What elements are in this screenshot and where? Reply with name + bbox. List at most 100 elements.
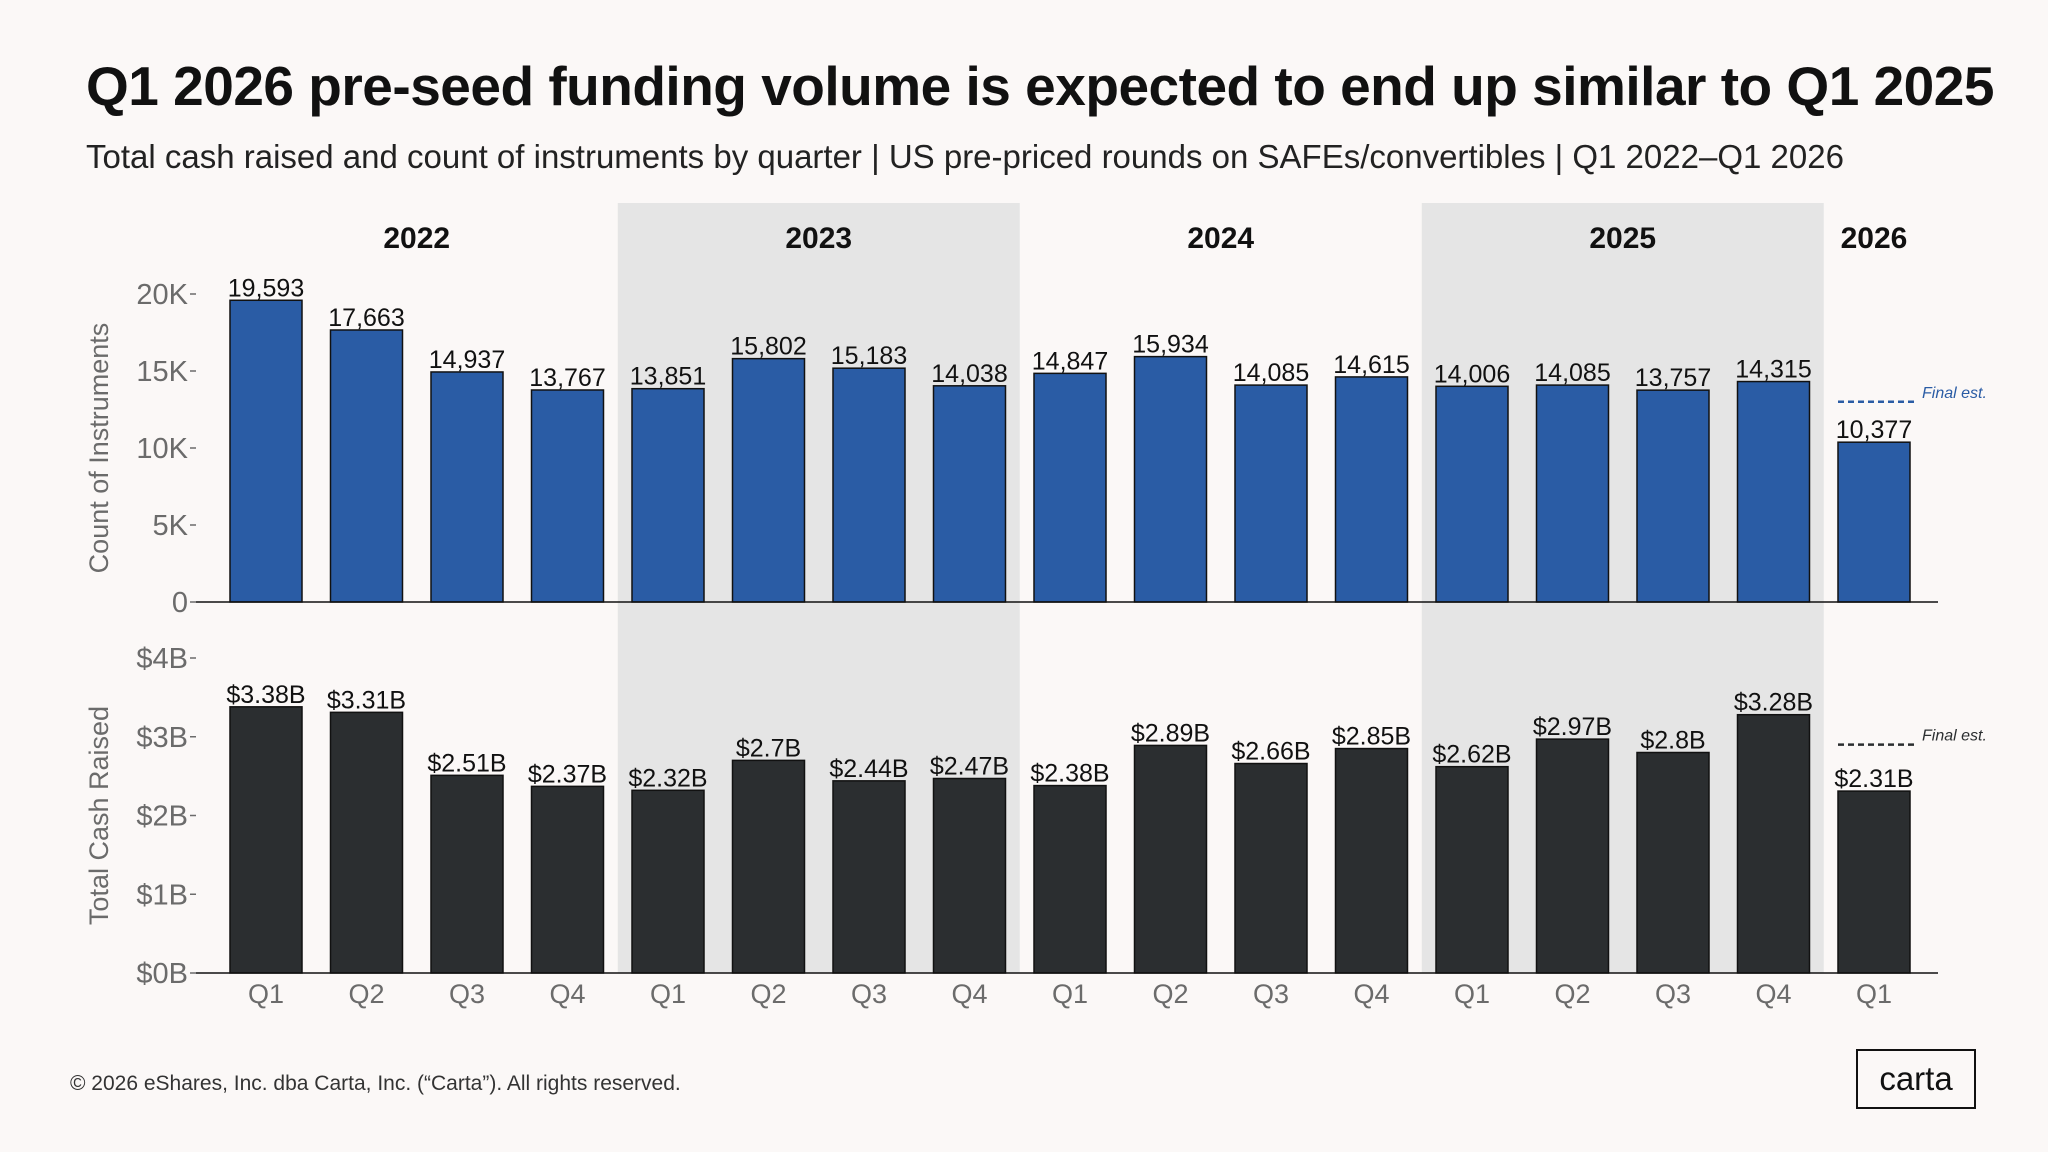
count-value-label: 14,615	[1333, 351, 1409, 379]
cash-value-label: $2.37B	[528, 760, 607, 788]
quarter-label: Q4	[549, 979, 585, 1009]
count-bar	[1736, 380, 1811, 603]
copyright-text: © 2026 eShares, Inc. dba Carta, Inc. (“C…	[70, 1072, 681, 1095]
quarter-label: Q2	[1554, 979, 1590, 1009]
count-value-label: 13,767	[529, 364, 605, 392]
count-bar	[329, 329, 404, 603]
cash-value-label: $3.38B	[226, 681, 305, 709]
count-value-label: 15,802	[730, 333, 806, 361]
count-axis-title: Count of Instruments	[84, 323, 114, 574]
cash-bar	[430, 774, 504, 974]
cash-value-label: $2.97B	[1533, 713, 1612, 741]
cash-value-label: $2.32B	[628, 764, 707, 792]
quarter-label: Q4	[1755, 979, 1791, 1009]
cash-bar	[1334, 747, 1409, 974]
count-tick-label: 5K	[153, 510, 189, 542]
count-value-label: 14,038	[931, 360, 1007, 388]
carta-logo: carta	[1856, 1049, 1976, 1109]
cash-bar	[731, 759, 806, 974]
cash-value-label: $2.47B	[930, 752, 1009, 780]
count-tick-label: 20K	[136, 279, 188, 311]
cash-tick-label: $0B	[136, 958, 188, 990]
count-bar	[1234, 384, 1308, 603]
cash-value-label: $2.85B	[1332, 723, 1411, 751]
count-value-label: 14,085	[1534, 359, 1610, 387]
year-label-2025: 2025	[1589, 222, 1656, 255]
cash-bar	[1736, 713, 1811, 974]
cash-value-label: $2.7B	[736, 734, 801, 762]
count-bar	[229, 299, 303, 603]
quarter-label: Q2	[750, 979, 786, 1009]
quarter-label: Q4	[1353, 979, 1389, 1009]
count-value-label: 19,593	[228, 274, 304, 302]
quarter-label: Q3	[1253, 979, 1289, 1009]
count-value-label: 14,937	[429, 346, 505, 374]
year-label-2026: 2026	[1841, 222, 1908, 255]
cash-value-label: $2.38B	[1030, 760, 1109, 788]
cash-bar	[530, 785, 605, 974]
cash-bar	[932, 777, 1007, 974]
count-bar	[1535, 384, 1610, 603]
year-label-2022: 2022	[383, 222, 450, 255]
cash-value-label: $2.31B	[1834, 765, 1913, 793]
quarter-label: Q1	[650, 979, 686, 1009]
count-final-estimate-label: Final est.	[1922, 385, 1987, 402]
cash-bar	[1033, 784, 1107, 974]
quarter-label: Q2	[348, 979, 384, 1009]
count-value-label: 14,085	[1233, 359, 1309, 387]
count-value-label: 13,757	[1635, 364, 1711, 392]
cash-value-label: $2.66B	[1231, 738, 1310, 766]
cash-tick-label: $2B	[136, 801, 188, 833]
count-bar	[1334, 376, 1409, 603]
quarter-label: Q3	[449, 979, 485, 1009]
count-value-label: 10,377	[1836, 416, 1912, 444]
count-bar	[1636, 389, 1710, 603]
count-bar	[932, 385, 1007, 603]
count-tick-label: 10K	[136, 433, 188, 465]
page-title: Q1 2026 pre-seed funding volume is expec…	[86, 55, 1994, 117]
count-bar	[832, 367, 906, 603]
cash-value-label: $2.89B	[1131, 719, 1210, 747]
cash-value-label: $2.62B	[1432, 741, 1511, 769]
cash-bar	[832, 780, 906, 974]
count-value-label: 13,851	[630, 363, 706, 391]
count-value-label: 17,663	[328, 304, 404, 332]
count-bar	[1435, 385, 1509, 603]
cash-bar	[1435, 765, 1509, 974]
count-tick-label: 0	[172, 587, 188, 619]
year-label-2024: 2024	[1187, 222, 1254, 255]
cash-bar	[1837, 790, 1911, 974]
cash-final-estimate-label: Final est.	[1922, 728, 1987, 745]
count-bar	[430, 371, 504, 603]
cash-tick-label: $4B	[136, 643, 188, 675]
cash-bar	[1636, 751, 1710, 974]
cash-bar	[1133, 744, 1208, 974]
cash-value-label: $2.44B	[829, 755, 908, 783]
cash-bar	[1535, 738, 1610, 974]
count-value-label: 14,847	[1032, 347, 1108, 375]
cash-value-label: $3.28B	[1734, 689, 1813, 717]
count-bar	[1837, 441, 1911, 603]
count-bar	[530, 389, 605, 603]
cash-bar	[631, 789, 705, 974]
cash-axis-title: Total Cash Raised	[84, 706, 114, 925]
count-value-label: 15,934	[1132, 331, 1209, 359]
cash-bar	[329, 711, 404, 974]
quarter-label: Q4	[951, 979, 987, 1009]
cash-bar	[229, 706, 303, 974]
quarter-label: Q1	[248, 979, 284, 1009]
cash-tick-label: $1B	[136, 879, 188, 911]
cash-bar	[1234, 762, 1308, 974]
quarter-label: Q1	[1856, 979, 1892, 1009]
cash-value-label: $2.8B	[1640, 727, 1705, 755]
count-bar	[1033, 372, 1107, 603]
quarter-label: Q1	[1454, 979, 1490, 1009]
quarter-label: Q3	[851, 979, 887, 1009]
count-value-label: 14,006	[1434, 360, 1510, 388]
quarter-label: Q1	[1052, 979, 1088, 1009]
count-bar	[1133, 355, 1208, 603]
count-value-label: 15,183	[831, 342, 907, 370]
year-label-2023: 2023	[785, 222, 852, 255]
cash-tick-label: $3B	[136, 722, 188, 754]
